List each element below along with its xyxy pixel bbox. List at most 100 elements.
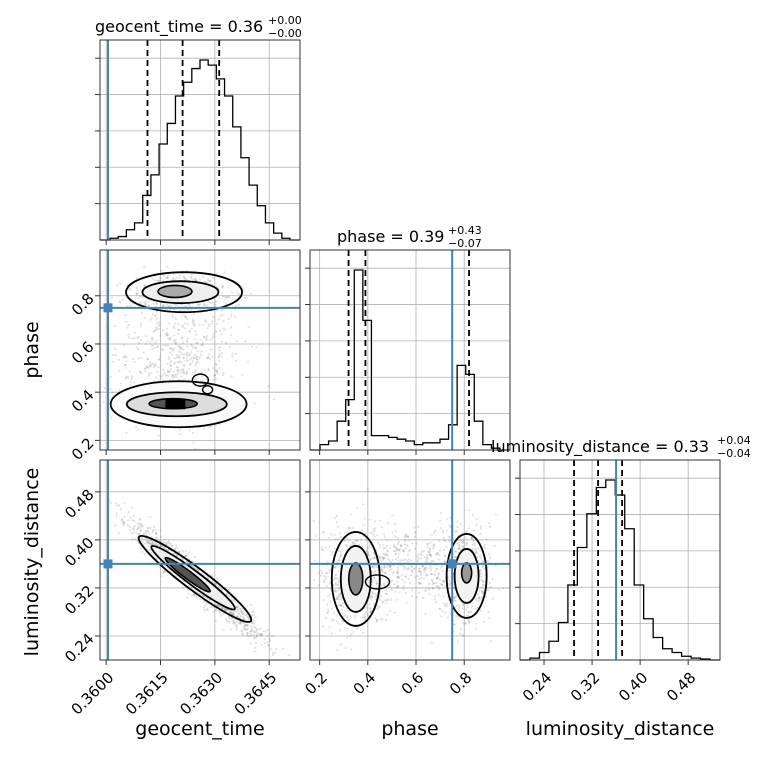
sample-point [461,545,464,548]
sample-point [390,588,393,591]
sample-point [404,533,407,536]
sample-point [220,340,223,343]
sample-point [143,284,147,287]
sample-point [404,538,407,541]
sample-point [426,574,429,577]
sample-point [487,610,490,614]
sample-point [218,354,221,357]
sample-point [376,619,379,622]
sample-point [489,586,492,589]
sample-point [485,538,488,541]
sample-point [334,566,337,569]
sample-point [386,599,389,602]
sample-point [222,371,225,375]
sample-point [153,364,156,367]
sample-point [340,555,343,558]
sample-point [406,535,410,538]
sample-point [132,526,135,529]
sample-point [129,288,132,291]
sample-point [393,611,396,614]
sample-point [370,595,373,599]
sample-point [182,348,185,351]
sample-point [178,361,181,364]
sample-point [440,564,444,568]
sample-point [188,367,191,371]
sample-point [202,427,206,430]
sample-point [138,370,142,373]
sample-point [180,368,183,371]
sample-point [241,633,244,636]
sample-point [396,549,399,552]
sample-point [403,540,406,543]
sample-point [394,522,397,526]
sample-point [237,303,240,307]
sample-point [162,571,165,574]
sample-point [386,566,389,569]
sample-point [218,610,221,613]
sample-point [363,616,366,619]
sample-point [378,598,382,601]
sample-point [131,337,134,340]
sample-point [334,577,338,580]
sample-point [223,271,226,274]
sample-point [207,356,210,359]
sample-point [190,327,193,330]
sample-point [470,536,473,539]
sample-point [389,585,392,588]
sample-point [154,543,157,546]
sample-point [210,348,213,351]
sample-point [148,318,152,322]
sample-point [375,595,378,598]
sample-point [392,543,395,546]
sample-point [420,552,423,556]
sample-point [380,568,383,571]
sample-point [263,638,266,641]
sample-point [182,364,185,367]
sample-point [242,288,245,291]
sample-point [397,556,400,559]
sample-point [178,354,181,357]
sample-point [145,365,148,368]
sample-point [432,543,435,546]
sample-point [220,352,223,355]
sample-point [379,555,382,558]
sample-point [194,324,197,327]
sample-point [208,325,211,328]
sample-point [181,549,184,553]
sample-point [389,565,392,569]
sample-point [409,559,413,562]
sample-point [403,568,406,571]
sample-point [152,313,155,316]
sample-point [235,359,238,362]
sample-point [475,523,478,526]
sample-point [239,622,243,625]
sample-point [256,628,259,631]
sample-point [448,524,451,527]
sample-point [428,553,431,556]
sample-point [439,582,443,585]
sample-point [272,398,275,401]
sample-point [158,357,161,361]
sample-point [440,583,443,587]
sample-point [155,322,158,325]
sample-point [190,344,193,347]
sample-point [471,514,474,517]
sample-point [252,622,255,625]
sample-point [236,619,239,622]
sample-point [158,544,161,547]
sample-point [260,633,263,636]
sample-point [166,548,169,551]
sample-point [396,576,399,579]
sample-point [147,541,150,545]
sample-point [435,551,438,555]
sample-point [126,524,129,527]
sample-point [178,273,181,277]
sample-point [162,368,165,372]
sample-point [456,548,459,551]
sample-point [382,547,385,550]
sample-point [151,277,154,280]
sample-point [195,355,198,359]
sample-point [442,595,446,598]
sample-point [146,529,150,533]
sample-point [448,581,451,584]
